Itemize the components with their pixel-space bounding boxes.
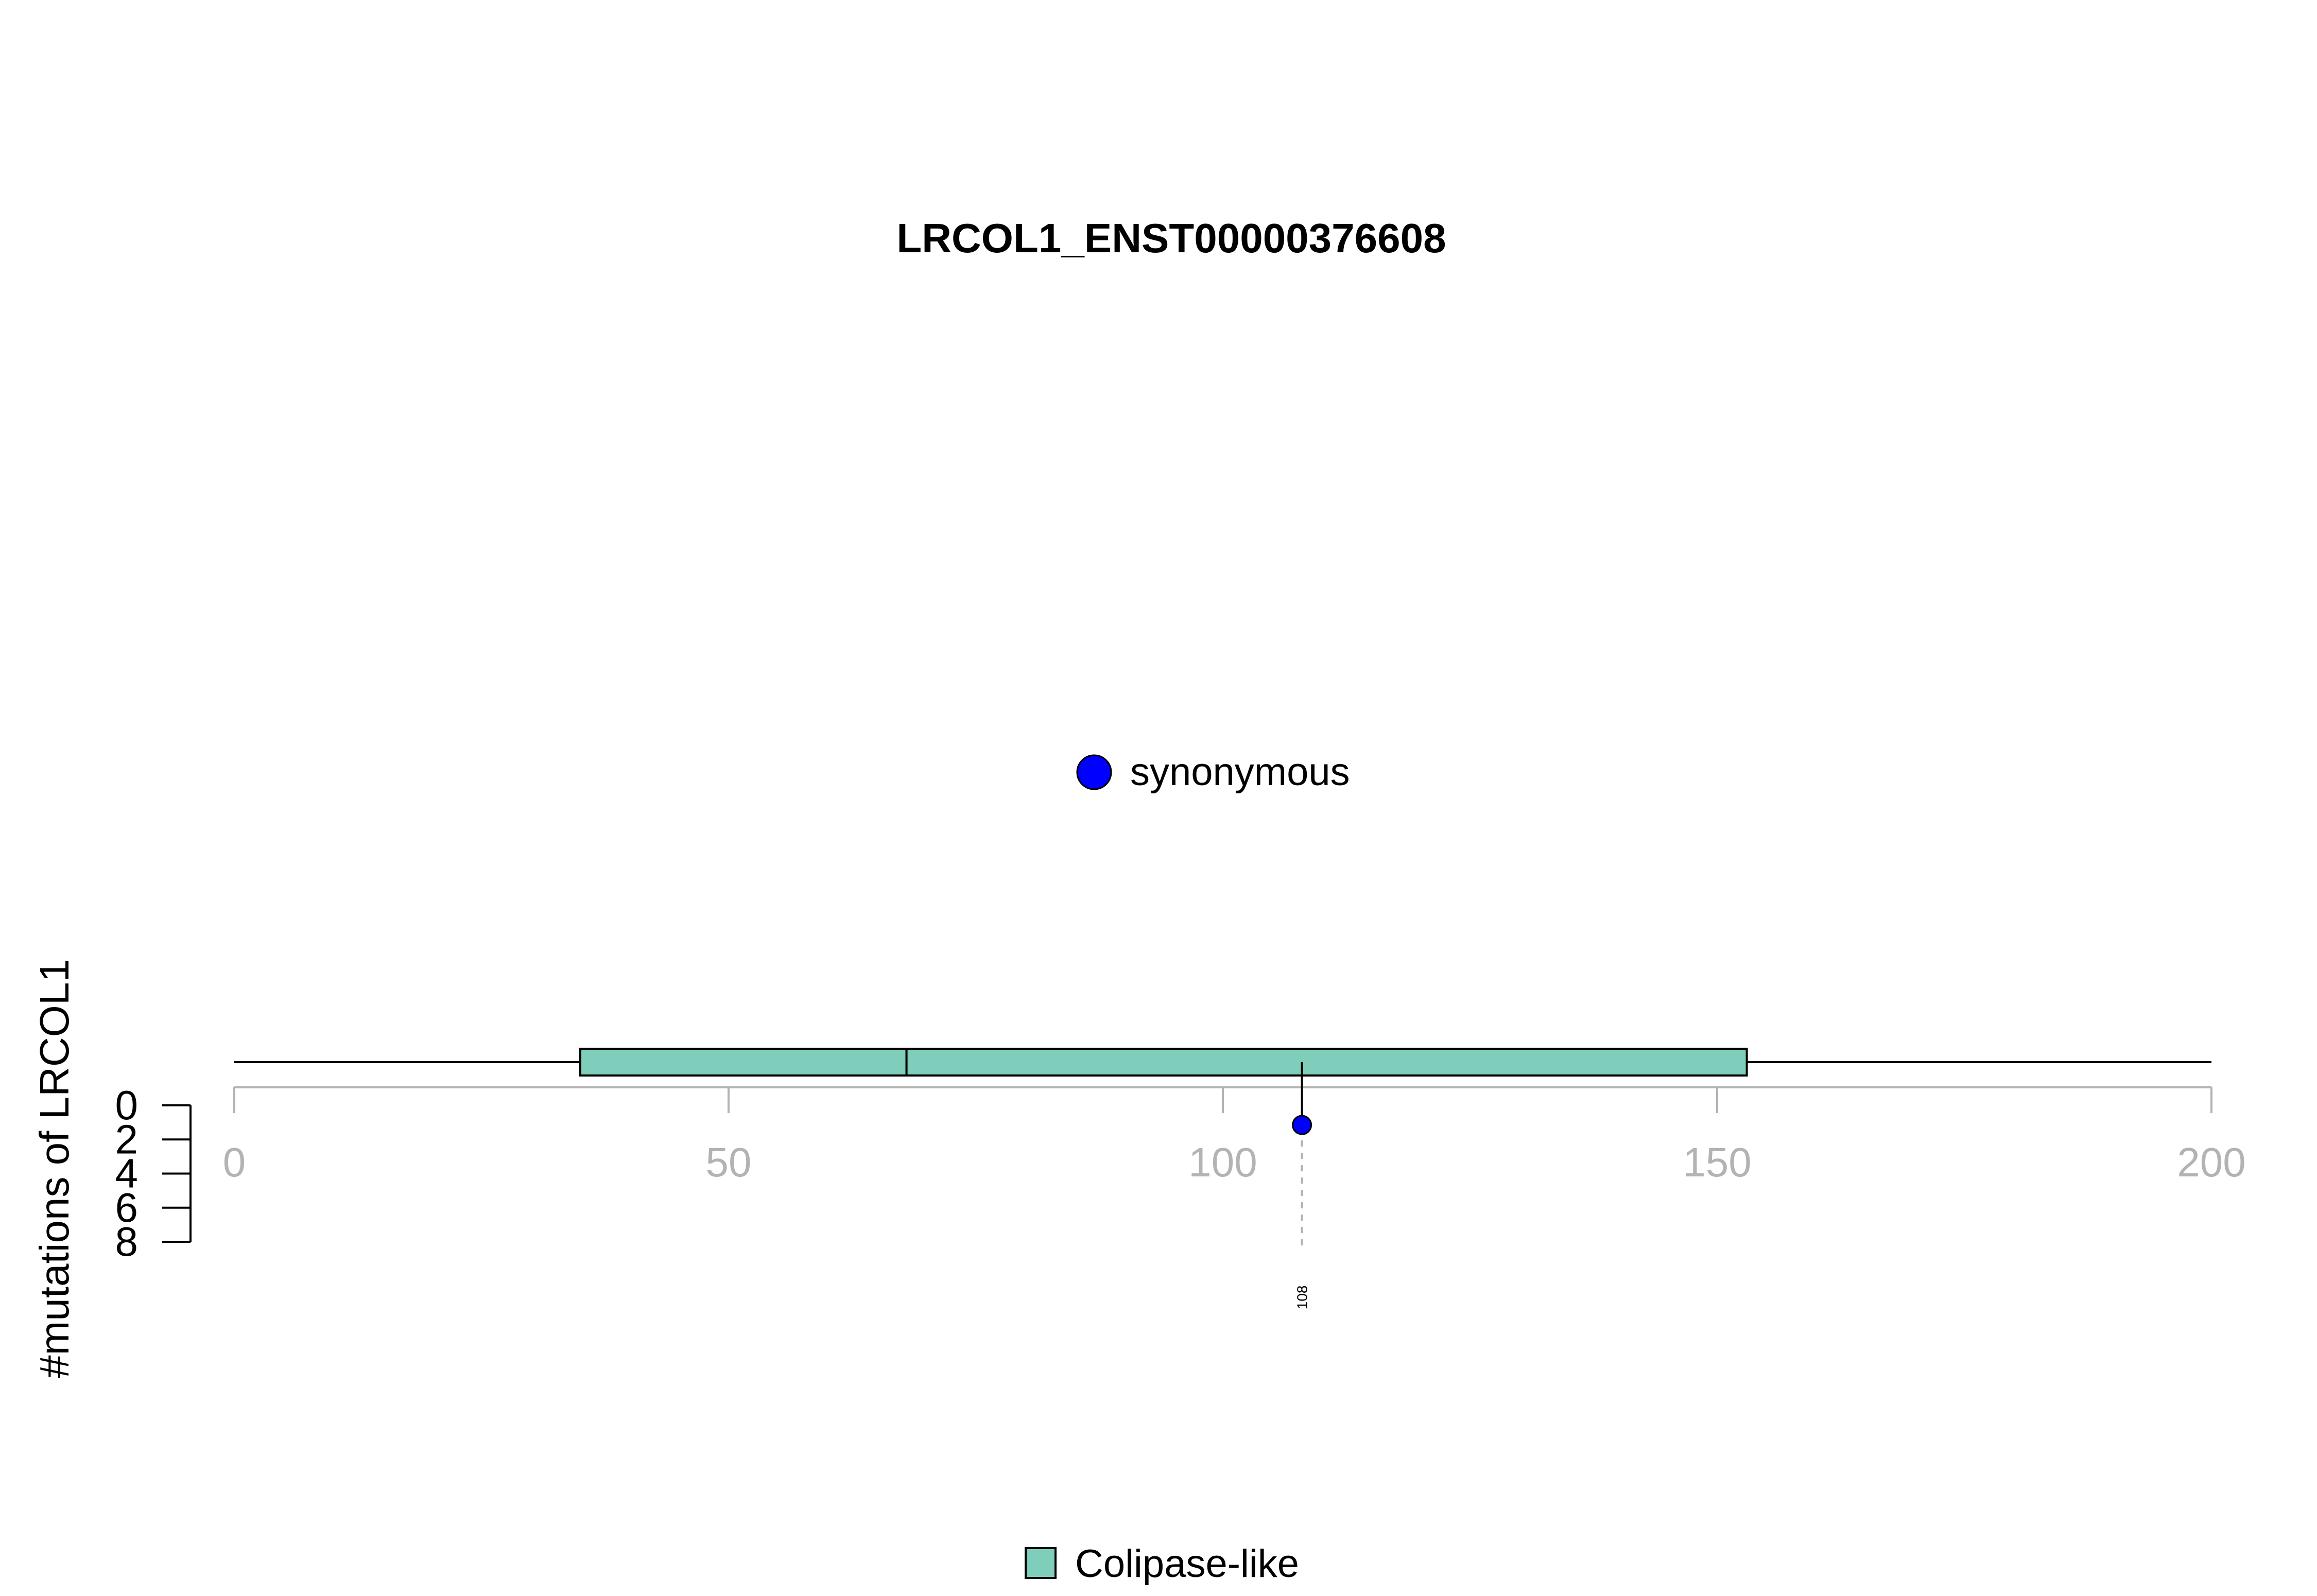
y-tick-label: 4 (115, 1151, 139, 1196)
x-tick-label: 50 (706, 1139, 752, 1185)
mutation-point (1292, 1115, 1312, 1135)
domain-box (579, 1048, 908, 1077)
domain-legend-label: Colipase-like (1075, 1542, 1299, 1586)
mutation-legend-marker (1076, 754, 1112, 790)
chart-title: LRCOL1_ENST00000376608 (896, 215, 1446, 261)
domain-legend-swatch (1025, 1547, 1057, 1579)
x-tick-label: 200 (2177, 1139, 2245, 1185)
mutation-legend-label: synonymous (1130, 750, 1350, 794)
y-tick-label: 2 (115, 1116, 139, 1162)
y-tick-label: 0 (115, 1082, 139, 1128)
x-tick-label: 150 (1683, 1139, 1751, 1185)
x-tick-label: 100 (1188, 1139, 1257, 1185)
y-axis-label: #mutations of LRCOL1 (31, 959, 77, 1378)
domain-legend: Colipase-like (1025, 1542, 1299, 1586)
mutation-position-label: 108 (1294, 1286, 1310, 1310)
domain-box (905, 1048, 1748, 1077)
y-tick-label: 8 (115, 1219, 139, 1264)
x-tick-label: 0 (223, 1139, 246, 1185)
y-tick-label: 6 (115, 1185, 139, 1230)
mutation-legend: synonymous (1076, 750, 1350, 794)
